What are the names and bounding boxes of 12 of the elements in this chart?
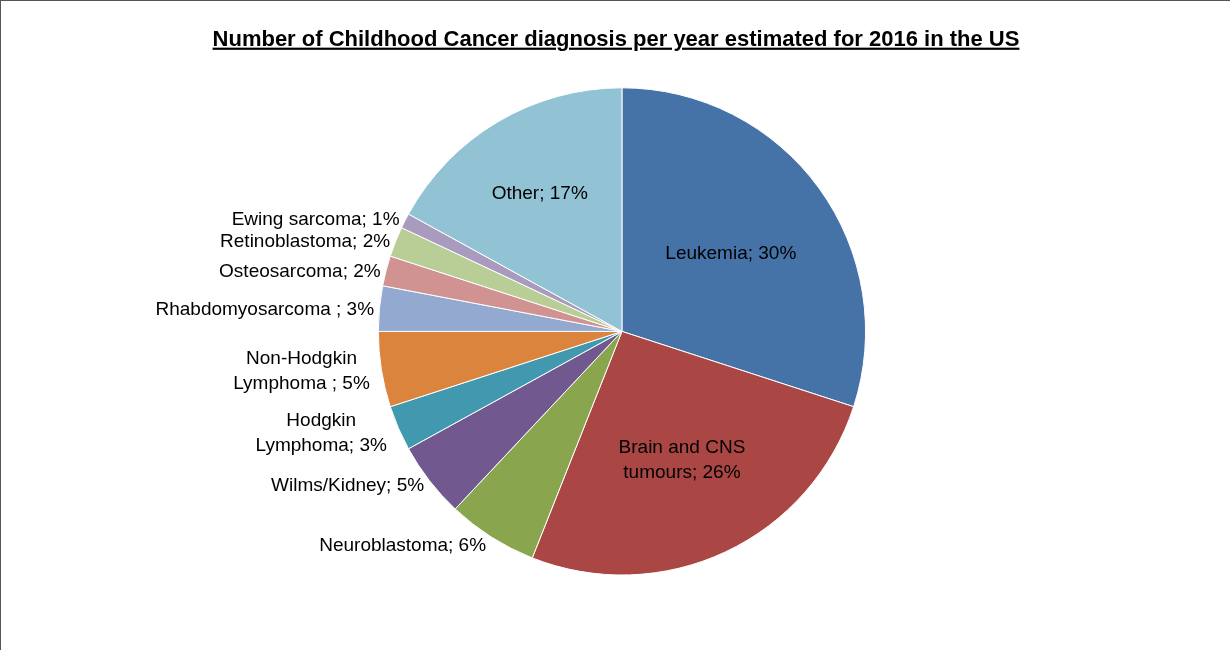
- chart-title: Number of Childhood Cancer diagnosis per year estimated for 2016 in the US: [212, 25, 1020, 51]
- slice-label: Other; 17%: [491, 181, 588, 203]
- slice-label: Leukemia; 30%: [665, 241, 797, 263]
- slice-label: Neuroblastoma; 6%: [319, 534, 487, 556]
- slice-label: Ewing sarcoma; 1%: [231, 208, 400, 230]
- slice-label: Osteosarcoma; 2%: [219, 259, 381, 281]
- slice-label: Brain and CNS tumours; 26%: [618, 436, 746, 482]
- slice-label: Wilms/Kidney; 5%: [271, 474, 425, 496]
- slice-label: Hodgkin Lymphoma; 3%: [255, 408, 387, 455]
- slice-label: Rhabdomyosarcoma ; 3%: [155, 297, 375, 319]
- slice-label: Retinoblastoma; 2%: [220, 229, 391, 251]
- slice-label: Non-Hodgkin Lymphoma ; 5%: [233, 347, 370, 393]
